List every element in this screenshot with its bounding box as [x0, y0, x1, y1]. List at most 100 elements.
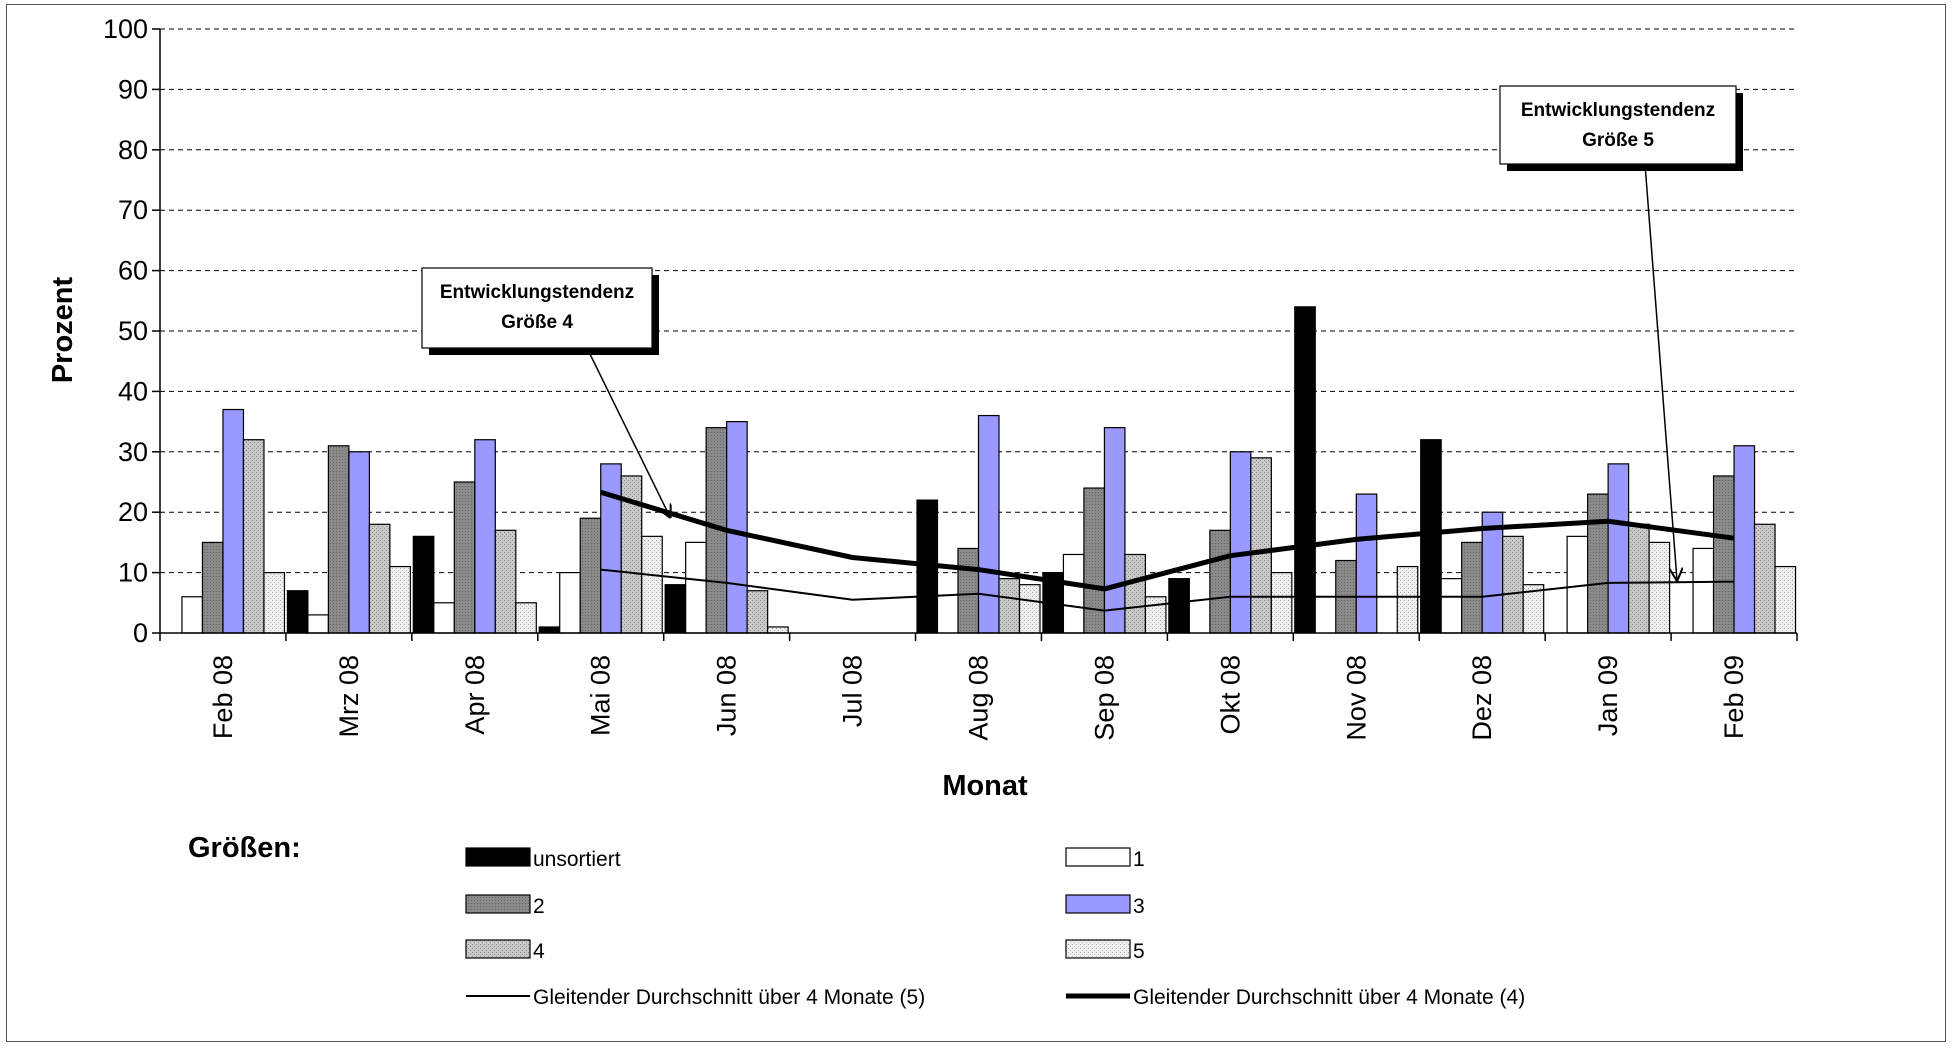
bar-1-Sep 08	[1062, 553, 1085, 634]
bar-5-Jan 09	[1648, 541, 1671, 634]
y-axis-ticks: 0 10 20 30 40 50 60 70 80 90 100	[103, 14, 160, 648]
callout-box	[421, 267, 653, 349]
legend-label: 5	[1133, 940, 1145, 963]
legend-label: 4	[533, 940, 545, 963]
x-tick-label: Feb 09	[1719, 655, 1749, 739]
bar-4-Aug 08	[998, 578, 1021, 634]
bar-3-Jun 08	[726, 421, 748, 634]
series-line-avg-5	[600, 568, 1735, 612]
y-tick-label: 80	[118, 135, 148, 165]
series-line-avg-4	[600, 489, 1735, 592]
y-tick-label: 10	[118, 558, 148, 588]
legend-label: 2	[533, 895, 545, 918]
y-tick-label: 60	[118, 256, 148, 286]
legend-label: Gleitender Durchschnitt über 4 Monate (5…	[533, 986, 925, 1009]
bar-3-Aug 08	[977, 414, 1000, 634]
x-tick-label: Feb 08	[208, 655, 238, 739]
x-tick-label: Jul 08	[838, 655, 868, 727]
bar-unsortiert-Mai 08	[538, 626, 561, 634]
y-tick-label: 0	[133, 618, 148, 648]
bar-5-Feb 09	[1774, 565, 1797, 634]
legend: unsortiert 1 2 3 4 5 Gleitender Durchschnitt ü…	[465, 847, 1525, 1009]
bar-4-Feb 09	[1753, 523, 1776, 634]
legend-swatch-2	[465, 894, 531, 914]
bar-3-Feb 08	[222, 408, 245, 634]
x-axis-title: Monat	[942, 770, 1028, 802]
callout-box	[1499, 85, 1737, 165]
bar-5-Jun 08	[767, 626, 789, 634]
x-tick-label: Jun 08	[712, 655, 742, 736]
bar-3-Mai 08	[600, 463, 622, 634]
bar-1-Dez 08	[1440, 578, 1463, 634]
moving-average-lines	[600, 489, 1735, 612]
bar-1-Apr 08	[433, 602, 455, 634]
bar-unsortiert-Nov 08	[1294, 306, 1316, 634]
bar-4-Mrz 08	[368, 523, 391, 634]
y-tick-label: 70	[118, 195, 148, 225]
bar-3-Sep 08	[1103, 427, 1126, 634]
bar-4-Jun 08	[746, 590, 769, 634]
x-tick-label: Mai 08	[586, 655, 616, 736]
legend-label: 1	[1133, 848, 1145, 871]
bar-unsortiert-Apr 08	[412, 535, 435, 634]
bar-1-Feb 08	[181, 596, 204, 634]
legend-swatch-5	[1065, 939, 1131, 959]
bar-5-Sep 08	[1144, 596, 1167, 634]
legend-title: Größen:	[188, 832, 301, 864]
bar-4-Sep 08	[1124, 553, 1147, 634]
callout-arrow	[586, 347, 670, 517]
annotations: Entwicklungstendenz Größe 4 Entwicklungste…	[421, 85, 1743, 580]
bar-1-Feb 09	[1692, 547, 1715, 634]
y-tick-label: 100	[103, 14, 148, 44]
x-tick-label: Okt 08	[1215, 655, 1245, 735]
bar-5-Mrz 08	[389, 565, 411, 634]
bar-3-Nov 08	[1355, 493, 1378, 634]
legend-label: 3	[1133, 895, 1145, 918]
x-tick-label: Dez 08	[1467, 655, 1497, 741]
bar-5-Okt 08	[1270, 571, 1293, 634]
bar-2-Apr 08	[453, 481, 476, 634]
x-tick-label: Apr 08	[460, 655, 490, 735]
y-tick-label: 20	[118, 497, 148, 527]
bars	[181, 306, 1797, 634]
legend-label: Gleitender Durchschnitt über 4 Monate (4…	[1133, 986, 1525, 1009]
bar-2-Okt 08	[1209, 529, 1231, 634]
bar-2-Feb 08	[201, 541, 224, 634]
bar-4-Feb 08	[242, 439, 265, 634]
bar-2-Jan 09	[1587, 493, 1609, 634]
bar-4-Apr 08	[494, 529, 517, 634]
x-tick-label: Sep 08	[1089, 655, 1119, 741]
x-tick-label: Nov 08	[1341, 655, 1371, 741]
bar-2-Aug 08	[957, 547, 980, 634]
bar-unsortiert-Jun 08	[664, 584, 687, 634]
y-tick-label: 50	[118, 316, 148, 346]
bar-4-Okt 08	[1250, 457, 1272, 634]
bar-5-Apr 08	[515, 602, 537, 634]
bar-5-Mai 08	[641, 535, 663, 634]
legend-swatch-1	[1065, 847, 1131, 867]
callout-line-2: Größe 4	[501, 312, 573, 333]
bar-1-Mai 08	[559, 571, 581, 634]
bar-3-Okt 08	[1229, 451, 1252, 634]
bar-unsortiert-Okt 08	[1168, 578, 1190, 634]
callout-line-2: Größe 5	[1582, 130, 1654, 151]
bar-unsortiert-Mrz 08	[286, 590, 309, 634]
legend-swatch-3	[1065, 894, 1131, 914]
x-axis-ticks: Feb 08 Mrz 08 Apr 08 Mai 08 Jun 08 Jul 08 Aug …	[159, 633, 1798, 741]
axes	[159, 29, 1797, 634]
legend-swatch-unsortiert	[465, 847, 531, 867]
bar-5-Aug 08	[1018, 584, 1041, 634]
legend-label: unsortiert	[533, 848, 621, 871]
bar-1-Mrz 08	[307, 614, 329, 634]
bar-5-Nov 08	[1396, 565, 1419, 634]
bar-2-Mai 08	[579, 517, 602, 634]
legend-swatch-4	[465, 939, 531, 959]
bar-3-Mrz 08	[348, 451, 370, 634]
bar-4-Dez 08	[1502, 535, 1524, 634]
y-tick-label: 40	[118, 376, 148, 406]
bar-1-Jun 08	[685, 541, 707, 634]
bar-2-Feb 09	[1712, 475, 1735, 634]
x-tick-label: Mrz 08	[334, 655, 364, 738]
x-tick-label: Jan 09	[1593, 655, 1623, 736]
